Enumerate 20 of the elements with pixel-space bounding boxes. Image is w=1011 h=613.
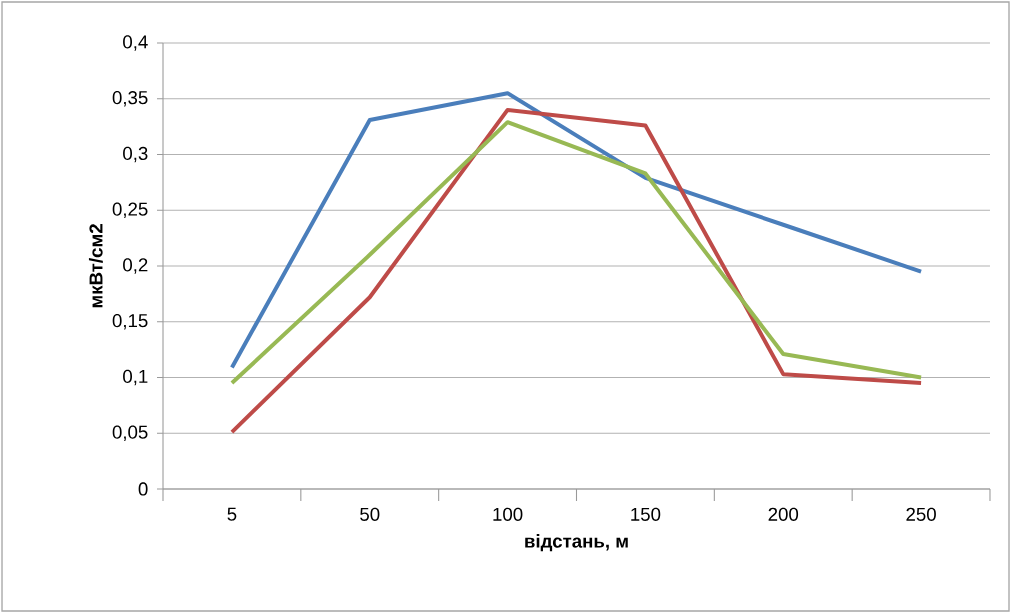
y-tick-label: 0,2 — [123, 258, 148, 274]
x-tick-label: 200 — [768, 507, 799, 521]
line-series — [229, 107, 924, 435]
x-tick-label: 150 — [631, 507, 661, 521]
x-tick-label: 5 — [227, 507, 237, 521]
y-tick-label: 0,4 — [123, 35, 148, 51]
y-axis-title: мкВт/см2 — [88, 224, 103, 308]
line-series — [229, 120, 924, 386]
y-tick-label: 0 — [138, 482, 148, 496]
x-tick-label: 50 — [360, 507, 380, 521]
x-tick-label: 100 — [493, 507, 523, 521]
x-tick-label: 250 — [906, 507, 936, 521]
y-tick-label: 0,15 — [112, 314, 148, 330]
x-axis-title: відстань, м — [525, 534, 628, 552]
y-tick-label: 0,05 — [112, 425, 148, 441]
y-tick-label: 0,25 — [112, 202, 148, 218]
y-tick-label: 0,35 — [112, 91, 148, 107]
line-series — [229, 91, 924, 370]
y-tick-label: 0,1 — [123, 369, 148, 386]
y-tick-label: 0,3 — [123, 146, 148, 163]
